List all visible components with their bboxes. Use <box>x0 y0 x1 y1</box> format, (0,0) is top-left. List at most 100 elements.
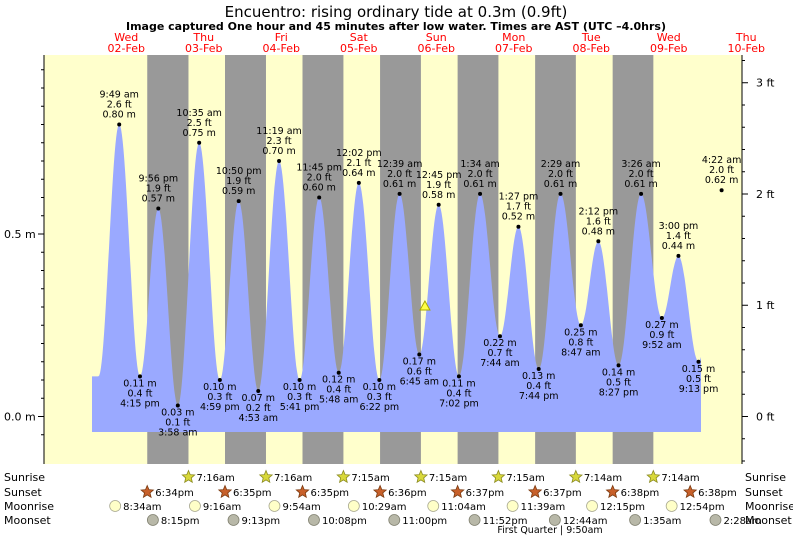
sunrise-time: 7:14am <box>584 473 622 484</box>
tide-extreme-text: 6:45 am <box>400 376 439 387</box>
moonrise-time: 11:04am <box>441 502 486 513</box>
high-tide-label: 3:26 am2.0 ft0.61 m <box>621 159 661 196</box>
almanac-row-label-left: Moonrise <box>4 500 54 513</box>
tide-extreme-point <box>456 374 461 379</box>
sunrise-icon <box>181 469 196 484</box>
tide-extreme-text: 1.7 ft <box>506 202 531 213</box>
day-name: Sun <box>426 31 447 44</box>
tide-extreme-text: 0.3 ft <box>367 392 392 403</box>
tide-extreme-text: 0.9 ft <box>649 330 674 341</box>
tide-extreme-text: 0.8 ft <box>568 337 593 348</box>
chart-title: Encuentro: rising ordinary tide at 0.3m … <box>225 3 568 21</box>
tide-extreme-text: 0.62 m <box>705 175 738 186</box>
sunrise-icon <box>336 469 351 484</box>
tide-extreme-text: 0.22 m <box>483 338 516 349</box>
low-tide-label: 0.13 m0.4 ft7:44 pm <box>519 367 559 402</box>
right-axis-label: 0 ft <box>756 411 775 424</box>
moonset-time: 11:52pm <box>483 516 528 527</box>
tide-extreme-text: 8:47 am <box>561 347 600 358</box>
sunrise-icon <box>491 469 506 484</box>
tide-extreme-text: 0.58 m <box>422 190 455 201</box>
tide-extreme-text: 0.64 m <box>342 168 375 179</box>
high-tide-label: 3:00 pm1.4 ft0.44 m <box>659 221 698 258</box>
moonrise-time: 9:54am <box>282 502 320 513</box>
tide-extreme-point <box>236 199 241 204</box>
moonrise-time: 9:16am <box>203 502 241 513</box>
low-tide-label: 0.03 m0.1 ft3:58 am <box>158 403 198 439</box>
tide-extreme-point <box>397 191 402 196</box>
tide-extreme-point <box>197 140 202 145</box>
tide-extreme-text: 2.0 ft <box>387 169 412 180</box>
day-name: Fri <box>275 31 288 44</box>
moonset-time: 11:00pm <box>402 516 447 527</box>
tide-extreme-point <box>497 334 502 339</box>
tide-extreme-point <box>117 122 122 127</box>
sunset-icon <box>217 484 233 499</box>
day-date: 05-Feb <box>340 42 377 55</box>
sunset-time: 6:37pm <box>543 488 582 499</box>
right-axis-label: 3 ft <box>756 77 775 90</box>
sunrise-icon <box>258 469 274 484</box>
tide-extreme-text: 0.11 m <box>123 378 156 389</box>
tide-extreme-point <box>719 188 724 193</box>
sunrise-time: 7:14am <box>661 473 699 484</box>
almanac-row-label-left: Moonset <box>4 514 51 527</box>
moonset-time: 2:28am <box>723 516 761 527</box>
low-tide-label: 0.11 m0.4 ft7:02 pm <box>439 374 479 409</box>
tide-extreme-text: 2.0 ft <box>629 169 654 180</box>
tide-extreme-text: 0.2 ft <box>246 403 271 414</box>
tide-extreme-text: 0.14 m <box>602 367 635 378</box>
tide-extreme-text: 2:29 am <box>541 159 580 170</box>
tide-extreme-point <box>578 323 583 328</box>
tide-extreme-point <box>317 195 322 200</box>
tide-extreme-text: 12:39 am <box>377 159 422 170</box>
tide-extreme-point <box>336 370 341 375</box>
tide-extreme-text: 3:26 am <box>621 159 660 170</box>
tide-extreme-text: 0.27 m <box>645 320 678 331</box>
low-tide-label: 0.10 m0.3 ft4:59 pm <box>200 378 240 413</box>
low-tide-label: 0.10 m0.3 ft6:22 pm <box>359 378 399 413</box>
tide-extreme-text: 9:49 am <box>99 90 138 101</box>
high-tide-label: 10:50 pm1.9 ft0.59 m <box>216 166 262 204</box>
moonset-icon <box>146 514 159 526</box>
sunset-time: 6:35pm <box>233 488 272 499</box>
right-axis-label: 1 ft <box>756 299 775 312</box>
high-tide-label: 1:34 am2.0 ft0.61 m <box>460 159 500 196</box>
day-name: Thu <box>735 31 757 44</box>
tide-extreme-text: 1.6 ft <box>586 216 611 227</box>
sunrise-icon <box>413 469 429 484</box>
high-tide-label: 4:22 am2.0 ft0.62 m <box>702 155 741 193</box>
tide-extreme-text: 0.4 ft <box>326 385 351 396</box>
tide-extreme-text: 0.5 ft <box>686 374 711 385</box>
tide-extreme-text: 1:27 pm <box>499 192 539 203</box>
tide-extreme-text: 4:59 pm <box>200 402 240 413</box>
sunset-time: 6:36pm <box>388 488 427 499</box>
tide-extreme-text: 2.6 ft <box>107 100 132 111</box>
low-tide-label: 0.10 m0.3 ft5:41 pm <box>280 378 319 413</box>
tide-extreme-text: 0.61 m <box>463 179 496 190</box>
almanac-row-label-right: Moonrise <box>745 500 793 513</box>
sunrise-time: 7:15am <box>506 473 544 484</box>
tide-extreme-text: 2.0 ft <box>468 169 493 180</box>
high-tide-label: 12:45 pm1.9 ft0.58 m <box>416 170 462 207</box>
day-name: Mon <box>502 31 525 44</box>
tide-extreme-text: 0.80 m <box>102 110 135 121</box>
left-axis-label: 0.0 m <box>4 411 36 424</box>
sunset-icon <box>683 484 698 499</box>
tide-extreme-point <box>659 315 664 320</box>
tide-extreme-text: 1:34 am <box>460 159 499 170</box>
sunrise-time: 7:15am <box>429 473 467 484</box>
almanac-row-label-right: Sunset <box>745 486 783 499</box>
tide-area <box>92 124 701 432</box>
tide-extreme-text: 7:02 pm <box>439 398 479 409</box>
tide-extreme-text: 0.61 m <box>624 179 657 190</box>
tide-extreme-text: 0.07 m <box>242 393 275 404</box>
low-tide-label: 0.11 m0.4 ft4:15 pm <box>120 374 160 409</box>
tide-extreme-point <box>377 378 382 382</box>
tide-extreme-point <box>217 378 222 382</box>
tide-extreme-text: 0.10 m <box>283 382 316 393</box>
moonset-icon <box>548 514 561 526</box>
tide-extreme-point <box>156 206 161 211</box>
